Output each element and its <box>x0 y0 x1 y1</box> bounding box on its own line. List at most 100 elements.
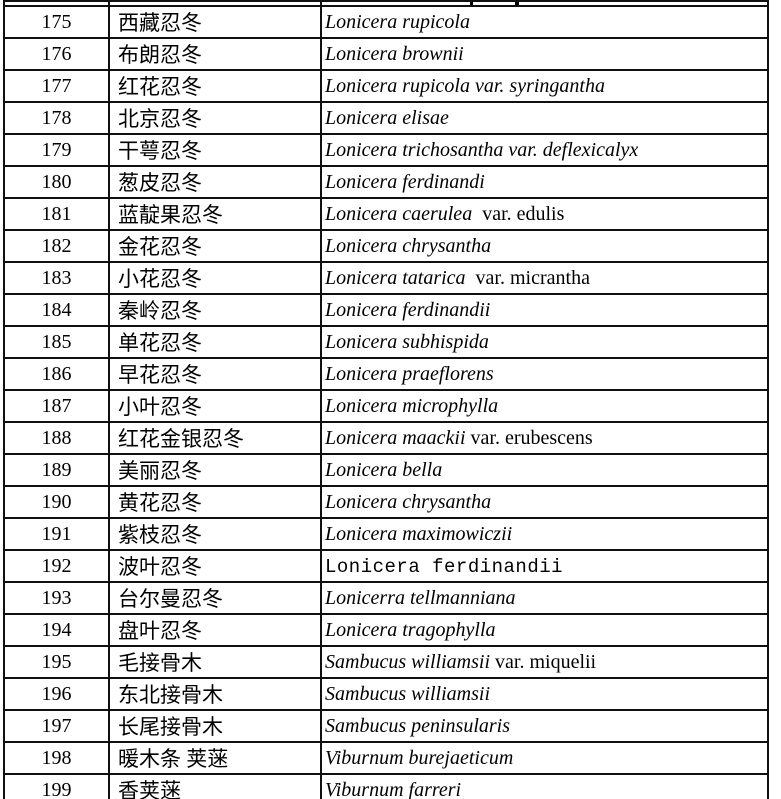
scientific-name-italic: Sambucus williamsii <box>325 682 491 705</box>
chinese-name-cell: 布朗忍冬 <box>108 37 322 71</box>
table-row: 197 长尾接骨木 Sambucus peninsularis <box>3 709 769 743</box>
scientific-name-italic: Lonicera bella <box>325 458 443 481</box>
table-row: 185 单花忍冬 Lonicera subhispida <box>3 325 769 359</box>
row-number-cell: 191 <box>3 517 110 551</box>
row-number-cell: 187 <box>3 389 110 423</box>
scientific-name-italic: Lonicera chrysantha <box>325 234 492 257</box>
chinese-name-cell: 蓝靛果忍冬 <box>108 197 322 231</box>
chinese-name-cell: 早花忍冬 <box>108 357 322 391</box>
latin-name-cell: Lonicera brownii <box>320 37 769 71</box>
scientific-name-regular: var. edulis <box>472 202 565 225</box>
scientific-name-italic: Lonicera microphylla <box>325 394 499 417</box>
latin-name-cell: Sambucus williamsii var. miquelii <box>320 645 769 679</box>
table-row: 194 盘叶忍冬 Lonicera tragophylla <box>3 613 769 647</box>
latin-name-cell: Lonicera tatarica var. micrantha <box>320 261 769 295</box>
scientific-name-italic: Lonicera praeflorens <box>325 362 494 385</box>
clipped-number-cell <box>3 0 110 7</box>
table-row: 177 红花忍冬 Lonicera rupicola var. syringan… <box>3 69 769 103</box>
scientific-name-italic: Viburnum farreri <box>325 778 462 799</box>
table-row: 189 美丽忍冬 Lonicera bella <box>3 453 769 487</box>
row-number-cell: 178 <box>3 101 110 135</box>
scientific-name-italic: Lonicera caerulea <box>325 202 473 225</box>
chinese-name-cell: 毛接骨木 <box>108 645 322 679</box>
scientific-name-italic: Lonicera maximowiczii <box>325 522 513 545</box>
scientific-name-regular: var. micrantha <box>465 266 590 289</box>
row-number-cell: 194 <box>3 613 110 647</box>
scientific-name-italic: Sambucus peninsularis <box>325 714 510 737</box>
latin-name-cell: Lonicera maackii var. erubescens <box>320 421 769 455</box>
table-row: 196 东北接骨木 Sambucus williamsii <box>3 677 769 711</box>
clipped-chinese-name-cell <box>108 0 322 7</box>
scientific-name-italic: Lonicera brownii <box>325 42 464 65</box>
table-row: 184 秦岭忍冬 Lonicera ferdinandii <box>3 293 769 327</box>
table-row: 192 波叶忍冬 Lonicera ferdinandii <box>3 549 769 583</box>
chinese-name-cell: 波叶忍冬 <box>108 549 322 583</box>
row-number-cell: 192 <box>3 549 110 583</box>
scientific-name-italic: Lonicerra tellmanniana <box>325 586 516 609</box>
scientific-name-italic: Lonicera tragophylla <box>325 618 496 641</box>
latin-name-cell: Lonicera ferdinandi <box>320 165 769 199</box>
table-row: 179 干萼忍冬 Lonicera trichosantha var. defl… <box>3 133 769 167</box>
row-number-cell: 176 <box>3 37 110 71</box>
latin-name-cell: Lonicerra tellmanniana <box>320 581 769 615</box>
latin-name-cell: Lonicera trichosantha var. deflexicalyx <box>320 133 769 167</box>
latin-name-cell: Lonicera chrysantha <box>320 229 769 263</box>
scientific-name-italic: Lonicera rupicola var. syringantha <box>325 74 605 97</box>
table-row: 199 香荚蒾 Viburnum farreri <box>3 773 769 799</box>
chinese-name-cell: 小花忍冬 <box>108 261 322 295</box>
chinese-name-cell: 葱皮忍冬 <box>108 165 322 199</box>
scientific-name-italic: Lonicera chrysantha <box>325 490 492 513</box>
chinese-name-cell: 红花金银忍冬 <box>108 421 322 455</box>
scientific-name-regular: var. miquelii <box>490 650 597 673</box>
chinese-name-cell: 黄花忍冬 <box>108 485 322 519</box>
chinese-name-cell: 北京忍冬 <box>108 101 322 135</box>
table-row: 195 毛接骨木 Sambucus williamsii var. miquel… <box>3 645 769 679</box>
row-number-cell: 195 <box>3 645 110 679</box>
latin-name-cell: Lonicera subhispida <box>320 325 769 359</box>
latin-name-cell: Lonicera rupicola <box>320 5 769 39</box>
latin-name-cell: Sambucus peninsularis <box>320 709 769 743</box>
table-row: 180 葱皮忍冬 Lonicera ferdinandi <box>3 165 769 199</box>
row-number-cell: 180 <box>3 165 110 199</box>
row-number-cell: 182 <box>3 229 110 263</box>
table-row: 193 台尔曼忍冬 Lonicerra tellmanniana <box>3 581 769 615</box>
table-row: 187 小叶忍冬 Lonicera microphylla <box>3 389 769 423</box>
scientific-name-italic: Lonicera trichosantha var. deflexicalyx <box>325 138 639 161</box>
latin-name-cell: Lonicera elisae <box>320 101 769 135</box>
latin-name-cell: Lonicera bella <box>320 453 769 487</box>
chinese-name-cell: 秦岭忍冬 <box>108 293 322 327</box>
table-row: 198 暖木条 荚蒾 Viburnum burejaeticum <box>3 741 769 775</box>
scientific-name-italic: Lonicera maackii <box>325 426 466 449</box>
scientific-name-italic: Lonicera subhispida <box>325 330 489 353</box>
species-table: 175 西藏忍冬 Lonicera rupicola 176 布朗忍冬 Loni… <box>3 0 769 799</box>
row-number-cell: 189 <box>3 453 110 487</box>
row-number-cell: 179 <box>3 133 110 167</box>
clipped-text-descender <box>470 3 473 4</box>
scientific-name-italic: Lonicera ferdinandii <box>325 298 491 321</box>
row-number-cell: 175 <box>3 5 110 39</box>
chinese-name-cell: 美丽忍冬 <box>108 453 322 487</box>
row-number-cell: 199 <box>3 773 110 799</box>
row-number-cell: 181 <box>3 197 110 231</box>
latin-name-cell: Lonicera ferdinandii <box>320 549 769 583</box>
chinese-name-cell: 金花忍冬 <box>108 229 322 263</box>
scientific-name-monospace: Lonicera ferdinandii <box>325 555 564 578</box>
latin-name-cell: Viburnum farreri <box>320 773 769 799</box>
latin-name-cell: Lonicera maximowiczii <box>320 517 769 551</box>
chinese-name-cell: 小叶忍冬 <box>108 389 322 423</box>
scientific-name-italic: Viburnum burejaeticum <box>325 746 514 769</box>
table-row: 190 黄花忍冬 Lonicera chrysantha <box>3 485 769 519</box>
row-number-cell: 183 <box>3 261 110 295</box>
chinese-name-cell: 西藏忍冬 <box>108 5 322 39</box>
latin-name-cell: Lonicera ferdinandii <box>320 293 769 327</box>
table-row: 186 早花忍冬 Lonicera praeflorens <box>3 357 769 391</box>
chinese-name-cell: 紫枝忍冬 <box>108 517 322 551</box>
table-row: 181 蓝靛果忍冬 Lonicera caerulea var. edulis <box>3 197 769 231</box>
clipped-top-row <box>3 0 769 7</box>
row-number-cell: 197 <box>3 709 110 743</box>
scientific-name-italic: Lonicera rupicola <box>325 10 470 33</box>
latin-name-cell: Lonicera tragophylla <box>320 613 769 647</box>
clipped-latin-name-cell <box>320 0 769 7</box>
scientific-name-regular: var. erubescens <box>465 426 593 449</box>
